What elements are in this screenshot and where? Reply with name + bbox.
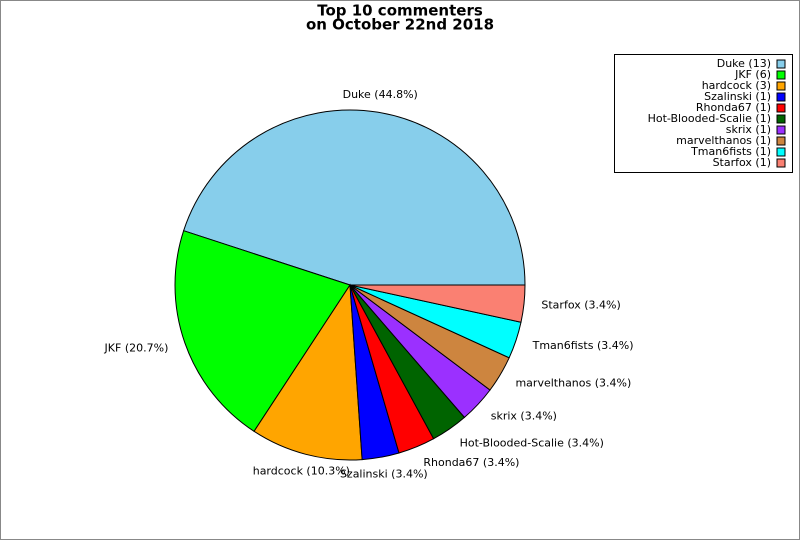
legend-label: Tman6fists (1) [690,145,771,158]
legend-swatch [776,158,786,168]
legend-label: Duke (13) [717,57,771,70]
legend-swatch [776,59,786,69]
legend-swatch [776,103,786,113]
legend-swatch [776,147,786,157]
chart-title: on October 22nd 2018 [306,16,494,34]
slice-label: Szalinski (3.4%) [340,468,428,481]
slice-label: skrix (3.4%) [491,409,557,422]
legend-label: Szalinski (1) [704,90,771,103]
legend-label: Starfox (1) [713,156,771,169]
slice-label: Hot-Blooded-Scalie (3.4%) [460,436,604,449]
pie-slice [183,109,526,286]
slice-label: Duke (44.8%) [343,88,418,101]
legend-label: hardcock (3) [702,79,771,92]
slice-label: Tman6fists (3.4%) [532,339,634,352]
pie-slice [349,284,526,323]
legend-box [614,54,793,173]
legend-swatch [776,114,786,124]
legend-swatch [776,92,786,102]
slice-label: hardcock (10.3%) [253,464,350,477]
legend-swatch [776,70,786,80]
pie-slice [174,230,351,433]
slice-label: JKF (20.7%) [104,342,169,355]
slice-label: Rhonda67 (3.4%) [423,456,519,469]
legend-swatch [776,125,786,135]
legend-label: skrix (1) [726,123,771,136]
slice-label: Starfox (3.4%) [541,299,620,312]
slice-label: marvelthanos (3.4%) [515,376,631,389]
legend-label: Hot-Blooded-Scalie (1) [648,112,771,125]
legend-label: Rhonda67 (1) [696,101,771,114]
legend-swatch [776,81,786,91]
chart-title: Top 10 commenters [317,2,483,20]
legend-label: marvelthanos (1) [676,134,771,147]
legend-label: JKF (6) [734,68,771,81]
pie-slice [253,283,363,461]
legend-swatch [776,136,786,146]
